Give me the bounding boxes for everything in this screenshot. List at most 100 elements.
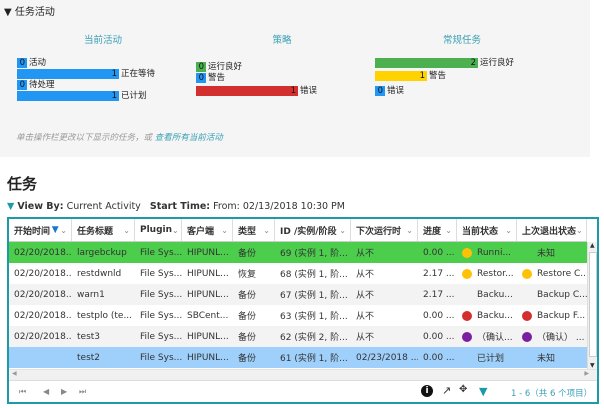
table-row[interactable]: 02/20/2018... largebckup File Sys... HIPUNL… xyxy=(9,242,587,263)
policy-bar[interactable]: 0 xyxy=(196,62,206,72)
chevron-down-icon[interactable]: ⌄ xyxy=(123,225,130,235)
column-header[interactable]: 客户端 ⌄ xyxy=(182,219,233,241)
info-icon[interactable]: i xyxy=(421,385,433,397)
table-row[interactable]: 02/20/2018... restdwnld File Sys... HIPUNL.… xyxy=(9,263,587,284)
cell-text: 0.00 ... xyxy=(423,331,455,342)
routine-bar-label: 错误 xyxy=(387,86,405,96)
scroll-down-icon[interactable]: ▼ xyxy=(590,362,595,369)
table-cell: HIPUNL... xyxy=(182,284,233,305)
next-page-icon[interactable]: ▶ xyxy=(61,387,68,396)
scroll-right-icon[interactable]: ▶ xyxy=(584,370,589,377)
chevron-down-icon[interactable]: ⌄ xyxy=(406,225,413,235)
table-cell: Restor... xyxy=(457,263,517,284)
column-header-label: 当前状态 xyxy=(462,226,499,237)
last-page-icon[interactable]: ⏭ xyxy=(79,387,87,396)
cell-text: Backup C... xyxy=(537,289,587,300)
view-by-bar[interactable]: ▼ View By: Current Activity Start Time: … xyxy=(7,201,345,212)
current-bar[interactable]: 0 xyxy=(17,80,27,90)
column-header[interactable]: 开始时间 ▼ ⌄ xyxy=(9,219,72,241)
chevron-down-icon[interactable]: ⌄ xyxy=(576,225,583,235)
column-header[interactable]: ID /实例/阶段 ⌄ xyxy=(275,219,351,241)
cell-text: 02/23/2018 ... xyxy=(356,352,418,363)
table-header: 开始时间 ▼ ⌄ 任务标题 ⌄ Plugin ⌄ 客户端 ⌄ 类型 ⌄ ID /实例/阶段 ⌄ 下次运行时… xyxy=(9,219,587,242)
scroll-up-icon[interactable]: ▲ xyxy=(590,242,595,249)
routine-bar[interactable]: 2 xyxy=(375,58,478,68)
status-dot-icon xyxy=(522,268,532,279)
chevron-down-icon[interactable]: ⌄ xyxy=(445,225,452,235)
export-icon[interactable]: ↗ xyxy=(442,384,452,397)
table-cell: File Sys... xyxy=(135,347,182,368)
table-cell: 恢复 xyxy=(233,263,275,284)
table-cell: 备份 xyxy=(233,305,275,326)
cell-text: 0.00 ... xyxy=(423,352,455,363)
activity-note: 单击操作栏更改以下显示的任务，或 查看所有当前活动 xyxy=(16,131,223,143)
cell-text: （确认... xyxy=(477,333,513,343)
cell-text: 备份 xyxy=(238,354,257,364)
cell-text: restdwnld xyxy=(77,268,122,279)
column-header[interactable]: 类型 ⌄ xyxy=(233,219,275,241)
sort-desc-icon[interactable]: ▼ xyxy=(51,225,59,235)
horizontal-scrollbar[interactable]: ◀ ▶ xyxy=(9,369,597,380)
status-dot-icon xyxy=(462,268,472,279)
table-cell: 61 (实例 1, 阶... xyxy=(275,347,351,368)
chevron-down-icon[interactable]: ⌄ xyxy=(172,225,179,235)
chevron-down-icon[interactable]: ⌄ xyxy=(505,225,512,235)
column-header[interactable]: 当前状态 ⌄ xyxy=(457,219,517,241)
chevron-down-icon[interactable]: ⌄ xyxy=(263,225,270,235)
table-cell: Backu... xyxy=(457,305,517,326)
cell-text: 02/20/2018... xyxy=(14,310,72,321)
table-row[interactable]: test2 File Sys... HIPUNL... 备份 61 (实例 1, 阶..… xyxy=(9,347,587,368)
table-cell: 02/20/2018... xyxy=(9,263,72,284)
first-page-icon[interactable]: ⏮ xyxy=(19,387,27,396)
cell-text: 未知 xyxy=(537,249,556,259)
column-header-label: 进度 xyxy=(423,226,442,237)
cell-text: HIPUNL... xyxy=(187,247,229,258)
cell-text: File Sys... xyxy=(140,331,182,342)
cell-text: HIPUNL... xyxy=(187,268,229,279)
cell-text: File Sys... xyxy=(140,268,182,279)
column-header-label: 客户端 xyxy=(187,226,215,237)
routine-bar[interactable]: 1 xyxy=(375,71,427,81)
chevron-down-icon[interactable]: ⌄ xyxy=(221,225,228,235)
table-cell: 0.00 ... xyxy=(418,242,457,263)
current-bar[interactable]: 0 xyxy=(17,58,27,68)
chevron-down-icon[interactable]: ⌄ xyxy=(60,225,67,235)
cell-text: 备份 xyxy=(238,291,257,301)
column-header[interactable]: Plugin ⌄ xyxy=(135,219,182,241)
column-header-label: ID /实例/阶段 xyxy=(280,226,337,237)
routine-bar[interactable]: 0 xyxy=(375,86,385,96)
pagination-info: 1 - 6（共 6 个项目） xyxy=(511,389,593,399)
column-header[interactable]: 下次运行时 ⌄ xyxy=(351,219,418,241)
filter-icon[interactable]: ▼ xyxy=(479,385,488,398)
column-header-label: 上次退出状态 xyxy=(522,226,577,237)
view-by-value[interactable]: Current Activity xyxy=(66,201,141,212)
column-header[interactable]: 上次退出状态 ⌄ xyxy=(517,219,587,241)
task-activity-toggle[interactable]: ▼ 任务活动 xyxy=(4,3,55,18)
cell-text: test2 xyxy=(77,352,101,363)
scroll-left-icon[interactable]: ◀ xyxy=(12,370,17,377)
cell-text: 备份 xyxy=(238,333,257,343)
chevron-down-icon[interactable]: ⌄ xyxy=(339,225,346,235)
table-cell: File Sys... xyxy=(135,284,182,305)
column-header[interactable]: 进度 ⌄ xyxy=(418,219,457,241)
policy-bar[interactable]: 1 xyxy=(196,86,298,96)
cell-text: 从不 xyxy=(356,333,375,343)
table-row[interactable]: 02/20/2018... warn1 File Sys... HIPUNL... 备份… xyxy=(9,284,587,305)
vertical-scrollbar[interactable]: ▲ ▼ xyxy=(587,242,597,369)
prev-page-icon[interactable]: ◀ xyxy=(43,387,50,396)
cell-text: 备份 xyxy=(238,312,257,322)
start-time-label: Start Time: xyxy=(149,201,211,212)
start-time-value[interactable]: From: 02/13/2018 10:30 PM xyxy=(213,201,345,212)
current-bar[interactable]: 1 xyxy=(17,91,119,101)
table-row[interactable]: 02/20/2018... test3 File Sys... HIPUNL... 备份… xyxy=(9,326,587,347)
table-cell: 02/20/2018... xyxy=(9,326,72,347)
current-bar[interactable]: 1 xyxy=(17,69,119,79)
customize-icon[interactable]: ✥ xyxy=(459,384,468,395)
policy-bar[interactable]: 0 xyxy=(196,73,206,83)
table-cell: warn1 xyxy=(72,284,135,305)
table-cell: Runni... xyxy=(457,242,517,263)
table-row[interactable]: 02/20/2018... testplo (te... File Sys... SB… xyxy=(9,305,587,326)
view-all-activity-link[interactable]: 查看所有当前活动 xyxy=(154,133,223,143)
table-cell: HIPUNL... xyxy=(182,326,233,347)
column-header[interactable]: 任务标题 ⌄ xyxy=(72,219,135,241)
